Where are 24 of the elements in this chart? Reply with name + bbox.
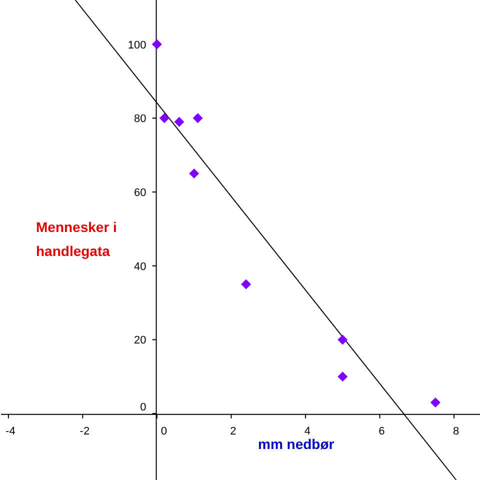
point: [159, 113, 170, 124]
y-tick-label: 80: [134, 113, 146, 126]
point: [174, 116, 184, 127]
x-tick-label: -2: [80, 425, 90, 438]
x-tick-label: 2: [230, 425, 236, 438]
x-tick-label: 0: [160, 425, 168, 438]
point: [338, 334, 348, 345]
y-axis-title: Mennesker i handlegata: [36, 219, 117, 259]
x-axis-title: mm nedbør: [258, 436, 334, 452]
y-tick-label: 20: [134, 334, 146, 347]
y-tick-label: 60: [134, 187, 146, 199]
y-tick-label: 40: [134, 260, 146, 273]
y-tick-label: 0: [140, 402, 146, 414]
y-tick-label: 100: [128, 39, 146, 52]
point: [430, 397, 440, 408]
x-tick-label: 4: [304, 425, 311, 438]
point: [192, 113, 203, 124]
point: [189, 168, 200, 179]
x-tick-label: 8: [452, 425, 460, 438]
point: [338, 372, 348, 382]
point: [152, 39, 162, 50]
x-tick-label: -4: [6, 425, 16, 438]
x-tick-label: 6: [378, 425, 385, 438]
point: [241, 279, 252, 290]
